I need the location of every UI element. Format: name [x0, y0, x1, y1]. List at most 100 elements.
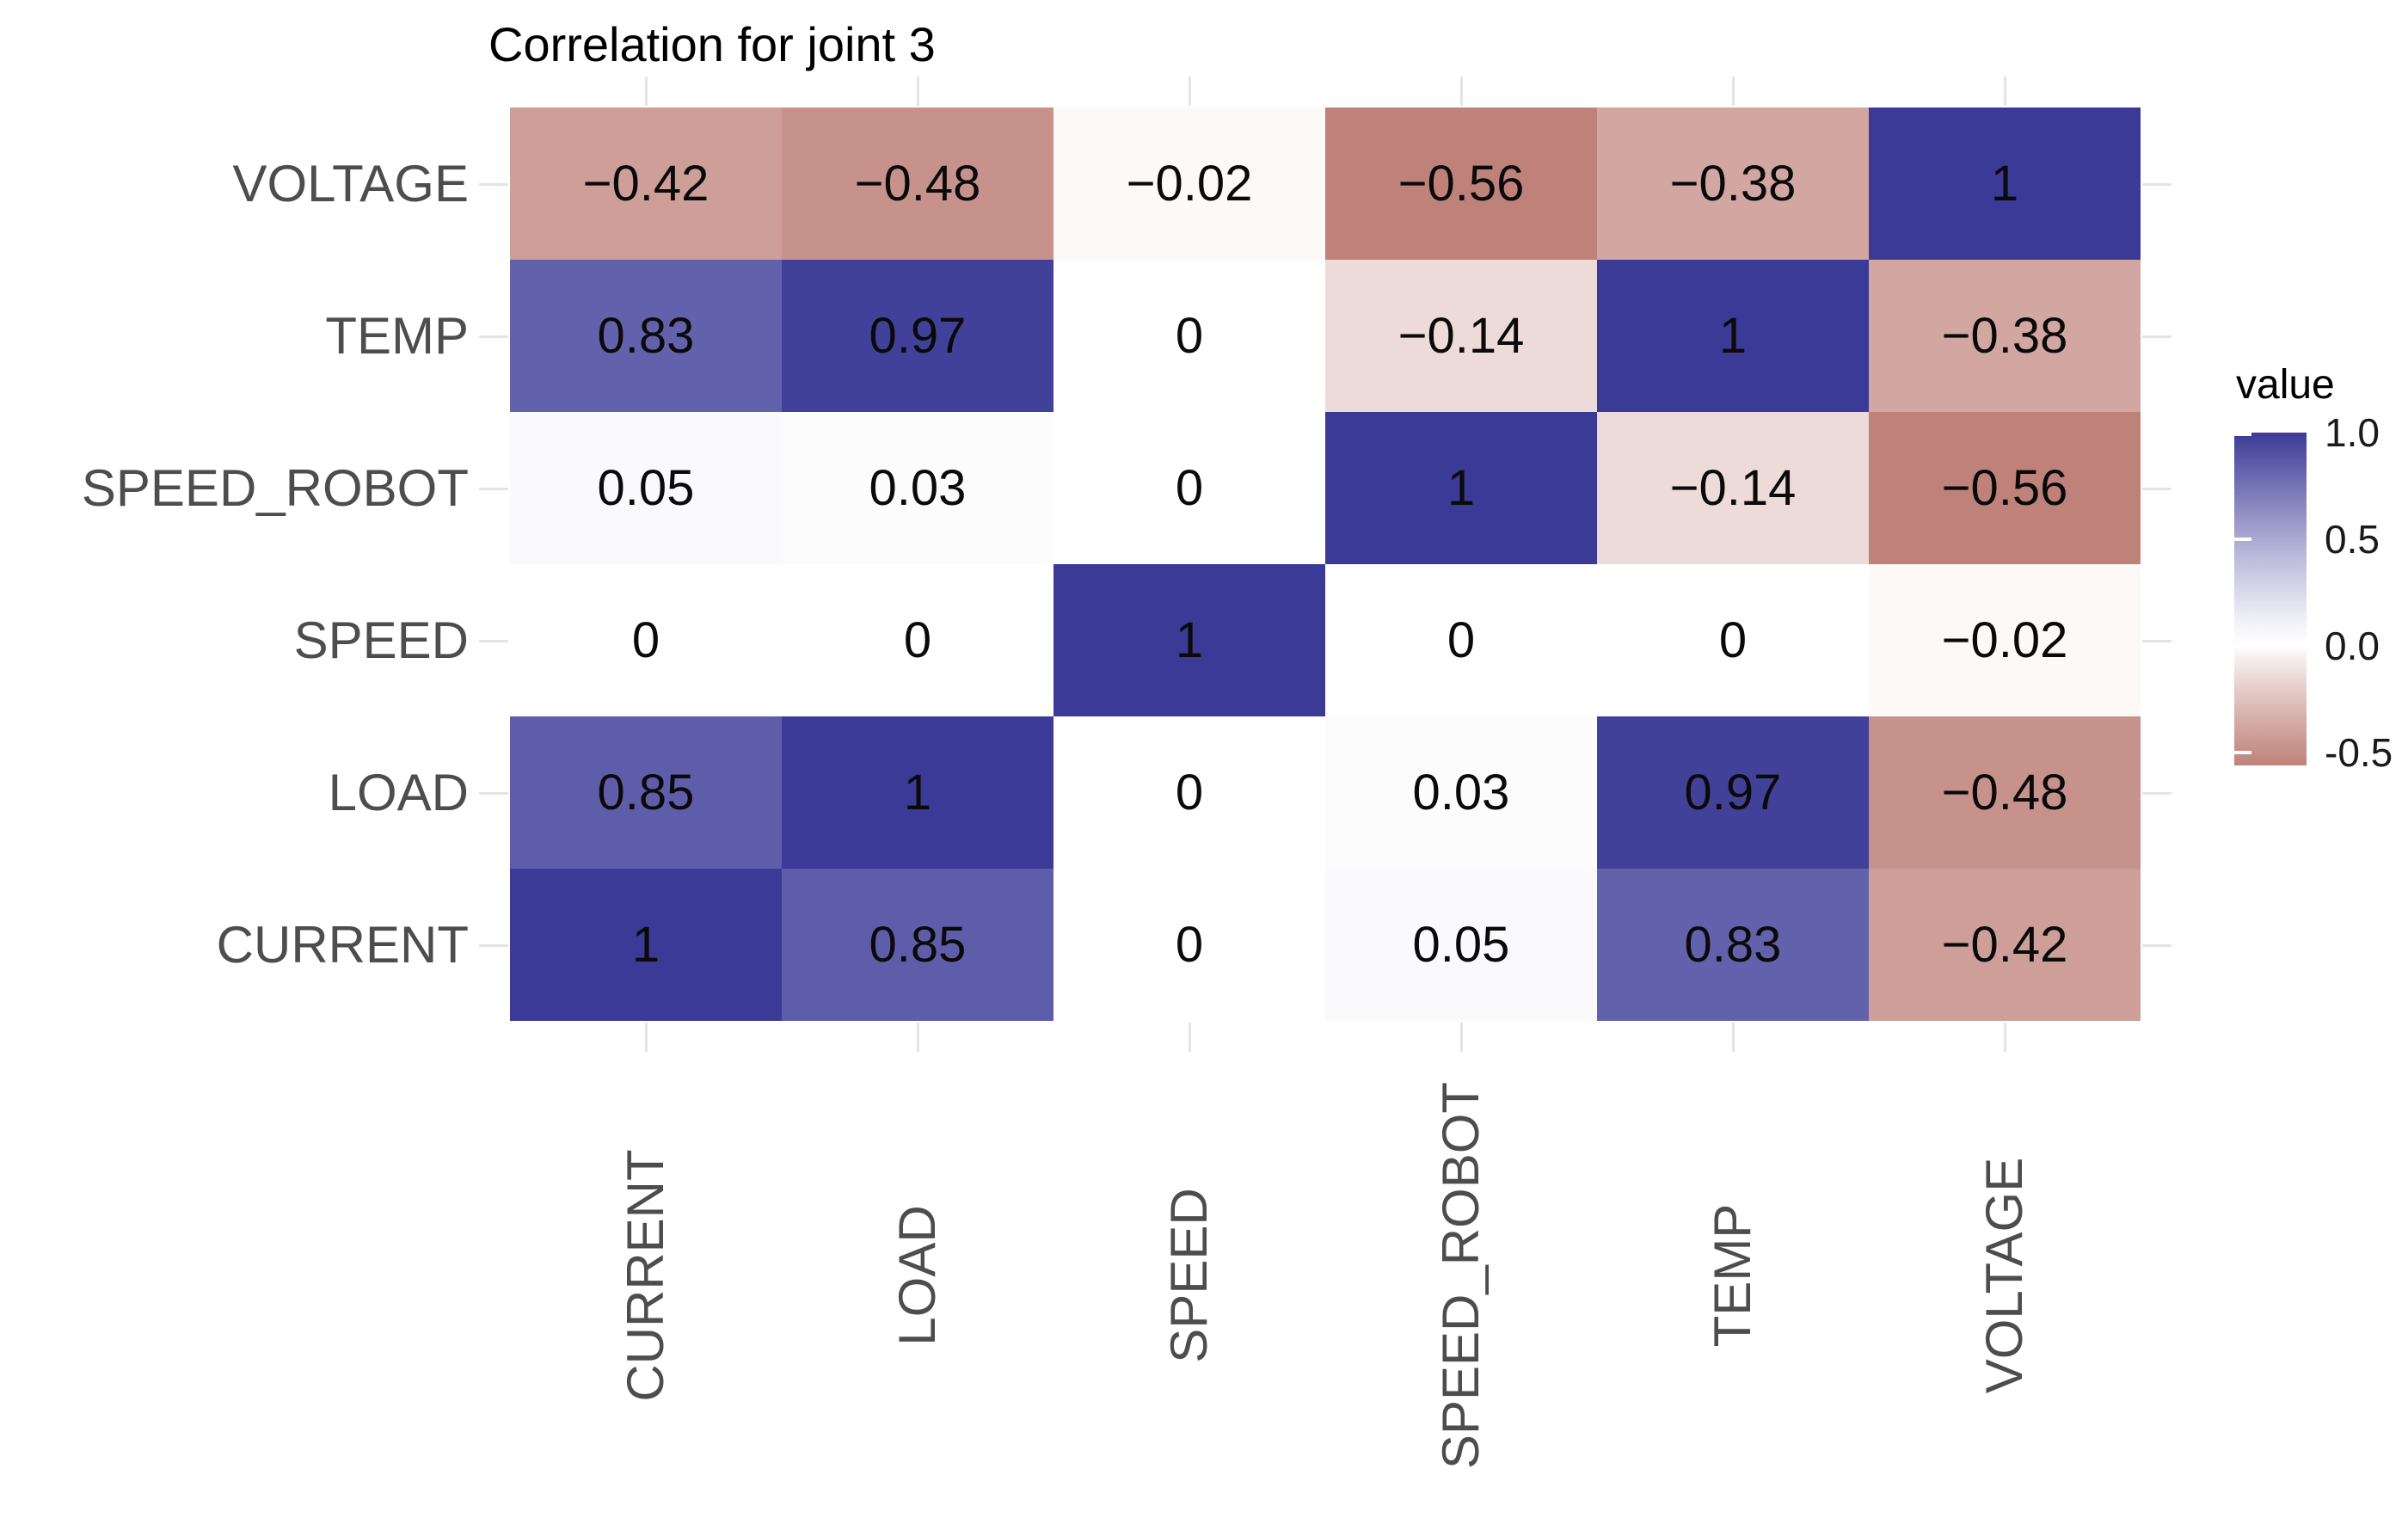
cell-value-label: 0 — [903, 612, 932, 668]
cell-value-label: −0.42 — [582, 156, 710, 212]
cell-value-label: −0.38 — [1941, 308, 2068, 364]
heatmap-cell: 0.05 — [510, 412, 782, 564]
cell-value-label: 0.83 — [597, 308, 695, 364]
heatmap-cell: 0 — [1325, 564, 1597, 716]
x-axis-tick — [645, 1023, 648, 1052]
x-axis-label: SPEED — [1160, 1188, 1218, 1363]
legend-tick-label: -0.5 — [2325, 730, 2393, 776]
cell-value-label: 0 — [1175, 917, 1204, 973]
cell-value-label: 1 — [1447, 460, 1476, 516]
heatmap-cell: 0 — [782, 564, 1054, 716]
y-axis-label: TEMP — [325, 306, 469, 365]
heatmap-cell: −0.48 — [782, 108, 1054, 260]
y-axis-label: SPEED — [293, 611, 469, 669]
heatmap-cell: −0.14 — [1597, 412, 1869, 564]
heatmap-cell: 1 — [1869, 108, 2141, 260]
heatmap-cell: 0.03 — [782, 412, 1054, 564]
legend-tick — [2234, 644, 2251, 648]
heatmap-cell: −0.42 — [1869, 869, 2141, 1021]
y-axis-tick — [479, 943, 508, 947]
heatmap-cell: 0.97 — [782, 260, 1054, 412]
heatmap-cell: −0.48 — [1869, 716, 2141, 869]
heatmap-cell: 0.85 — [782, 869, 1054, 1021]
heatmap-cell: 0.83 — [510, 260, 782, 412]
x-axis-tick — [1460, 77, 1463, 106]
heatmap-cell: 1 — [782, 716, 1054, 869]
y-axis-label: SPEED_ROBOT — [81, 458, 469, 517]
heatmap-cell: 0.97 — [1597, 716, 1869, 869]
x-axis-tick — [917, 77, 919, 106]
cell-value-label: 0.05 — [1412, 917, 1510, 973]
heatmap-cell: −0.02 — [1054, 108, 1325, 260]
heatmap-cell: 0 — [1597, 564, 1869, 716]
y-axis-label: CURRENT — [216, 915, 469, 974]
heatmap-cell: 0 — [510, 564, 782, 716]
y-axis-tick — [2142, 791, 2172, 795]
heatmap-cell: −0.56 — [1869, 412, 2141, 564]
y-axis-tick — [479, 639, 508, 642]
heatmap-cell: 1 — [1054, 564, 1325, 716]
heatmap-cell: 1 — [1597, 260, 1869, 412]
cell-value-label: 0.85 — [597, 765, 695, 820]
cell-value-label: −0.56 — [1398, 156, 1525, 212]
legend-tick — [2234, 538, 2251, 542]
y-axis-label: VOLTAGE — [232, 154, 469, 212]
x-axis-tick — [1189, 1023, 1191, 1052]
legend-tick — [2234, 751, 2251, 755]
legend-tick-label: 0.5 — [2325, 517, 2380, 562]
cell-value-label: 1 — [1175, 612, 1204, 668]
cell-value-label: 0.85 — [869, 917, 967, 973]
heatmap-cell: 0.05 — [1325, 869, 1597, 1021]
y-axis-label: LOAD — [328, 763, 469, 821]
cell-value-label: 1 — [1990, 156, 2019, 212]
cell-value-label: −0.14 — [1669, 460, 1797, 516]
legend-tick — [2234, 433, 2251, 436]
x-axis-tick — [917, 1023, 919, 1052]
y-axis-tick — [479, 791, 508, 795]
legend-gradient-bar — [2234, 433, 2307, 765]
heatmap-cell: 1 — [1325, 412, 1597, 564]
cell-value-label: −0.02 — [1126, 156, 1253, 212]
y-axis-tick — [479, 182, 508, 186]
cell-value-label: 1 — [1718, 308, 1748, 364]
x-axis-tick — [1460, 1023, 1463, 1052]
cell-value-label: 0.05 — [597, 460, 695, 516]
cell-value-label: 0.03 — [869, 460, 967, 516]
cell-value-label: 0.03 — [1412, 765, 1510, 820]
heatmap-cell: 0.03 — [1325, 716, 1597, 869]
legend-tick-label: 1.0 — [2325, 410, 2380, 455]
legend-title: value — [2236, 362, 2335, 408]
legend-tick — [2217, 538, 2234, 542]
x-axis-label: TEMP — [1704, 1203, 1761, 1348]
y-axis-tick — [2142, 335, 2172, 338]
heatmap-cell: 0 — [1054, 869, 1325, 1021]
x-axis-tick — [1732, 77, 1735, 106]
cell-value-label: 0 — [1447, 612, 1476, 668]
cell-value-label: 0 — [1718, 612, 1748, 668]
y-axis-tick — [2142, 182, 2172, 186]
legend-tick — [2217, 644, 2234, 648]
heatmap-cell: 0 — [1054, 260, 1325, 412]
cell-value-label: 0.97 — [869, 308, 967, 364]
cell-value-label: −0.48 — [854, 156, 981, 212]
heatmap-cell: 0 — [1054, 716, 1325, 869]
heatmap-cell: 1 — [510, 869, 782, 1021]
x-axis-tick — [645, 77, 648, 106]
chart-title: Correlation for joint 3 — [488, 17, 936, 71]
y-axis-tick — [2142, 639, 2172, 642]
heatmap-cell: −0.02 — [1869, 564, 2141, 716]
x-axis-tick — [1189, 77, 1191, 106]
x-axis-label: VOLTAGE — [1975, 1157, 2033, 1394]
x-axis-tick — [2004, 1023, 2006, 1052]
x-axis-label: CURRENT — [617, 1149, 674, 1402]
cell-value-label: −0.48 — [1941, 765, 2068, 820]
heatmap-cell: −0.56 — [1325, 108, 1597, 260]
y-axis-tick — [2142, 487, 2172, 490]
cell-value-label: 0 — [1175, 460, 1204, 516]
heatmap-cell: −0.38 — [1597, 108, 1869, 260]
y-axis-tick — [479, 487, 508, 490]
x-axis-tick — [2004, 77, 2006, 106]
heatmap-cell: −0.42 — [510, 108, 782, 260]
legend-tick-label: 0.0 — [2325, 624, 2380, 669]
x-axis-label: LOAD — [888, 1205, 946, 1346]
